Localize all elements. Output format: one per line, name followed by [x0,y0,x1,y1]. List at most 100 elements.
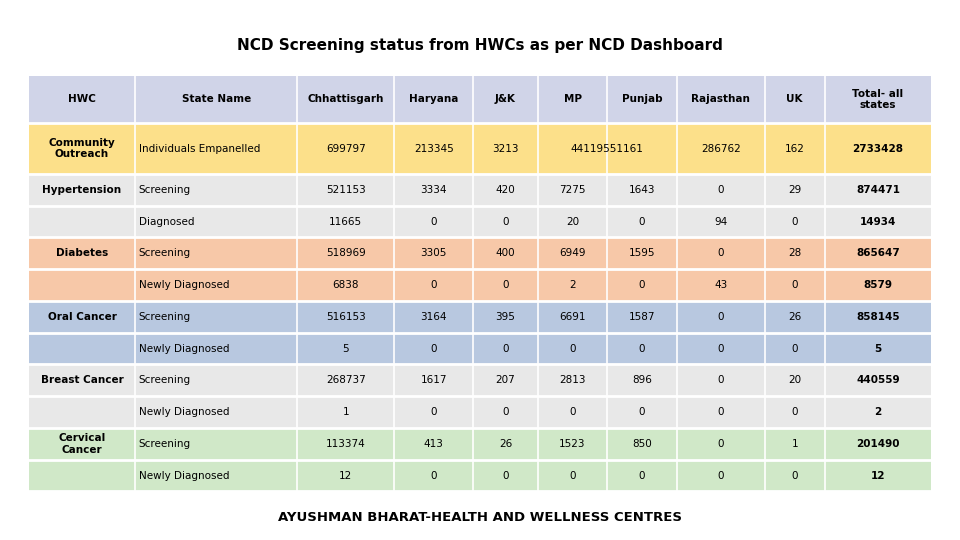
Text: 518969: 518969 [326,248,366,258]
Text: 0: 0 [791,217,798,227]
Text: 213345: 213345 [414,144,453,153]
Text: Diagnosed: Diagnosed [139,217,194,227]
Text: 0: 0 [502,217,509,227]
Text: 162: 162 [784,144,804,153]
Text: 11665: 11665 [329,217,362,227]
Text: Oral Cancer: Oral Cancer [48,312,116,322]
Text: Chhattisgarh: Chhattisgarh [307,94,384,104]
Bar [29,269,931,301]
Text: Hypertension: Hypertension [42,185,122,195]
Text: 0: 0 [430,343,437,354]
Text: 20: 20 [566,217,579,227]
Text: 26: 26 [788,312,802,322]
Text: MP: MP [564,94,582,104]
Text: 5: 5 [343,343,349,354]
Bar [29,238,931,269]
Text: UK: UK [786,94,803,104]
Text: 0: 0 [791,407,798,417]
Text: J&K: J&K [495,94,516,104]
Text: AYUSHMAN BHARAT-HEALTH AND WELLNESS CENTRES: AYUSHMAN BHARAT-HEALTH AND WELLNESS CENT… [278,510,682,524]
Text: 0: 0 [717,343,724,354]
Bar [29,174,931,206]
Text: 0: 0 [791,470,798,481]
Text: 0: 0 [717,470,724,481]
Text: 20: 20 [788,375,802,386]
Text: HWC: HWC [68,94,96,104]
Text: State Name: State Name [181,94,251,104]
Text: 2813: 2813 [560,375,586,386]
Text: 1617: 1617 [420,375,447,386]
Text: 0: 0 [502,343,509,354]
Text: 395: 395 [495,312,516,322]
Text: 28: 28 [788,248,802,258]
Text: 521153: 521153 [326,185,366,195]
Bar [29,76,931,123]
Text: 2: 2 [875,407,881,417]
Text: 0: 0 [717,407,724,417]
Text: 268737: 268737 [326,375,366,386]
Text: 14934: 14934 [860,217,897,227]
Text: 850: 850 [632,439,652,449]
Text: 0: 0 [717,375,724,386]
Text: 1523: 1523 [560,439,586,449]
Text: 3305: 3305 [420,248,447,258]
Text: 0: 0 [717,439,724,449]
Text: Breast Cancer: Breast Cancer [40,375,124,386]
Text: 420: 420 [495,185,516,195]
Text: 0: 0 [791,343,798,354]
Text: 1643: 1643 [629,185,656,195]
Text: Newly Diagnosed: Newly Diagnosed [139,343,229,354]
Text: Cervical
Cancer: Cervical Cancer [59,433,106,455]
Text: 26: 26 [499,439,512,449]
Bar [29,364,931,396]
Text: 0: 0 [430,470,437,481]
Text: 94: 94 [714,217,728,227]
Text: Screening: Screening [139,185,191,195]
Bar [29,123,931,174]
Bar [29,301,931,333]
Text: 6838: 6838 [332,280,359,290]
Bar [29,428,931,460]
Text: 7275: 7275 [560,185,586,195]
Text: Total- all
states: Total- all states [852,89,903,110]
Text: 3213: 3213 [492,144,518,153]
Text: 858145: 858145 [856,312,900,322]
Text: 440559: 440559 [856,375,900,386]
Text: 516153: 516153 [326,312,366,322]
Text: 113374: 113374 [326,439,366,449]
Text: 0: 0 [717,248,724,258]
Text: 5: 5 [875,343,881,354]
Text: 44119551161: 44119551161 [571,144,644,153]
Text: 0: 0 [638,217,645,227]
Text: 896: 896 [632,375,652,386]
Text: 12: 12 [339,470,352,481]
Text: 0: 0 [502,470,509,481]
Text: 0: 0 [430,217,437,227]
Text: 2733428: 2733428 [852,144,903,153]
Text: 6691: 6691 [560,312,586,322]
Text: 286762: 286762 [701,144,740,153]
Text: Newly Diagnosed: Newly Diagnosed [139,407,229,417]
Bar [29,206,931,238]
Text: 1: 1 [343,407,349,417]
Text: Individuals Empanelled: Individuals Empanelled [139,144,260,153]
Text: Haryana: Haryana [409,94,459,104]
Bar [29,460,931,491]
Text: 43: 43 [714,280,728,290]
Text: 6949: 6949 [560,248,586,258]
Text: 413: 413 [423,439,444,449]
Text: 0: 0 [791,280,798,290]
Text: Newly Diagnosed: Newly Diagnosed [139,280,229,290]
Text: Community
Outreach: Community Outreach [49,138,115,159]
Text: 207: 207 [495,375,516,386]
Text: Screening: Screening [139,312,191,322]
Text: Newly Diagnosed: Newly Diagnosed [139,470,229,481]
Text: 201490: 201490 [856,439,900,449]
Text: 0: 0 [502,407,509,417]
Text: 0: 0 [638,407,645,417]
Text: 0: 0 [638,470,645,481]
Text: 0: 0 [569,470,576,481]
Text: 0: 0 [717,312,724,322]
Text: 0: 0 [569,407,576,417]
Text: 2: 2 [569,280,576,290]
